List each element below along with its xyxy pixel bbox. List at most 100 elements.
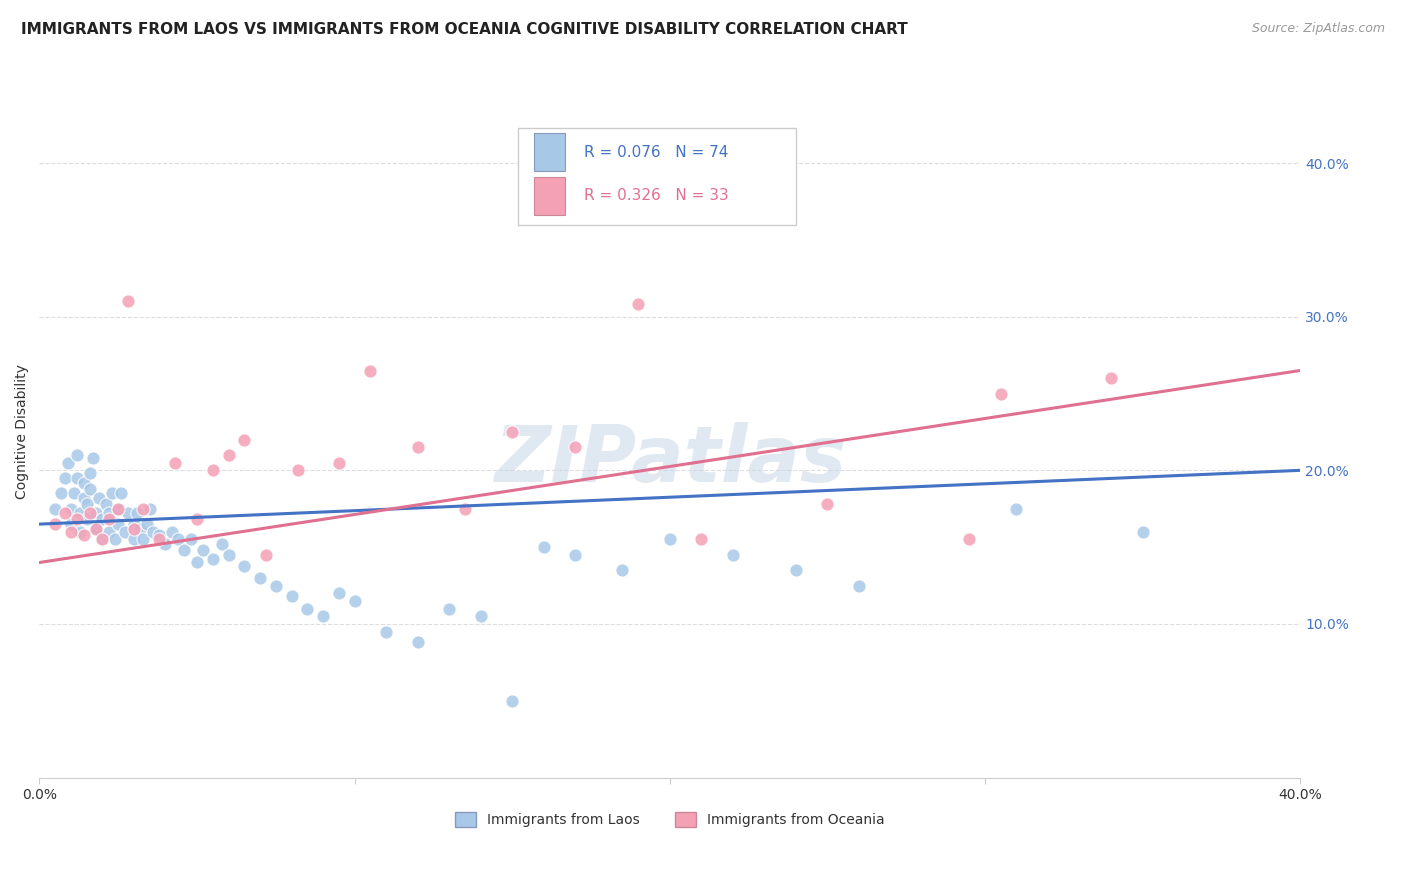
Point <box>66 448 89 462</box>
Point <box>135 517 157 532</box>
Point <box>56 456 79 470</box>
Point <box>193 543 215 558</box>
Point <box>312 609 335 624</box>
Point <box>1005 501 1028 516</box>
Point <box>84 507 107 521</box>
Point <box>186 556 208 570</box>
Point <box>117 294 139 309</box>
Point <box>69 524 91 539</box>
Point <box>122 533 145 547</box>
Point <box>79 507 101 521</box>
Point <box>201 552 224 566</box>
Point <box>375 624 398 639</box>
Point <box>218 548 240 562</box>
Point <box>406 440 429 454</box>
Point <box>110 486 132 500</box>
Point <box>76 497 98 511</box>
Text: Source: ZipAtlas.com: Source: ZipAtlas.com <box>1251 22 1385 36</box>
Point <box>59 524 82 539</box>
Point <box>1132 524 1154 539</box>
Point <box>127 507 149 521</box>
Point <box>51 486 73 500</box>
Point <box>148 533 170 547</box>
Text: IMMIGRANTS FROM LAOS VS IMMIGRANTS FROM OCEANIA COGNITIVE DISABILITY CORRELATION: IMMIGRANTS FROM LAOS VS IMMIGRANTS FROM … <box>21 22 908 37</box>
Point <box>167 533 190 547</box>
Point <box>91 533 114 547</box>
Point <box>249 571 271 585</box>
Point <box>138 501 160 516</box>
Point <box>104 533 127 547</box>
Point <box>59 517 82 532</box>
Point <box>107 517 129 532</box>
Point <box>470 609 492 624</box>
Point <box>97 507 120 521</box>
Point <box>89 491 111 505</box>
Point <box>721 548 744 562</box>
Point <box>72 491 94 505</box>
Point <box>66 512 89 526</box>
Point <box>437 601 460 615</box>
FancyBboxPatch shape <box>519 128 796 225</box>
Point <box>59 501 82 516</box>
Point <box>173 543 195 558</box>
Point <box>233 433 256 447</box>
Point <box>44 501 66 516</box>
Point <box>785 563 807 577</box>
Point <box>233 558 256 573</box>
Point <box>454 501 477 516</box>
Point <box>114 524 136 539</box>
Point <box>163 456 186 470</box>
Point <box>297 601 319 615</box>
Point <box>122 522 145 536</box>
Point <box>254 548 277 562</box>
Point <box>53 471 76 485</box>
Point <box>328 586 350 600</box>
Text: ZIPatlas: ZIPatlas <box>494 422 846 498</box>
Point <box>690 533 713 547</box>
Point <box>79 482 101 496</box>
Y-axis label: Cognitive Disability: Cognitive Disability <box>15 365 30 500</box>
Point <box>264 578 287 592</box>
Point <box>990 386 1012 401</box>
Point <box>564 440 586 454</box>
Point <box>155 537 177 551</box>
Point <box>287 463 309 477</box>
Point <box>129 522 152 536</box>
FancyBboxPatch shape <box>534 177 565 215</box>
Point <box>76 512 98 526</box>
Point <box>53 507 76 521</box>
Point <box>957 533 980 547</box>
Text: R = 0.076   N = 74: R = 0.076 N = 74 <box>583 145 728 160</box>
Point <box>122 517 145 532</box>
Point <box>44 517 66 532</box>
Point <box>142 524 165 539</box>
Point <box>82 451 104 466</box>
Point <box>848 578 870 592</box>
Point <box>343 594 366 608</box>
Point <box>91 533 114 547</box>
Point <box>97 512 120 526</box>
Point <box>132 533 155 547</box>
Point <box>97 524 120 539</box>
Point <box>72 475 94 490</box>
Point <box>72 528 94 542</box>
Point <box>328 456 350 470</box>
Point <box>280 589 302 603</box>
Legend: Immigrants from Laos, Immigrants from Oceania: Immigrants from Laos, Immigrants from Oc… <box>450 807 890 833</box>
Point <box>564 548 586 562</box>
Point <box>533 540 555 554</box>
Point <box>69 507 91 521</box>
Point <box>107 501 129 516</box>
Point <box>501 694 523 708</box>
Point <box>101 486 124 500</box>
Point <box>132 501 155 516</box>
Point <box>218 448 240 462</box>
Point <box>815 497 838 511</box>
Point <box>91 512 114 526</box>
FancyBboxPatch shape <box>534 134 565 171</box>
Point <box>117 507 139 521</box>
Point <box>63 486 86 500</box>
Point <box>66 471 89 485</box>
Point <box>406 635 429 649</box>
Text: R = 0.326   N = 33: R = 0.326 N = 33 <box>583 188 728 203</box>
